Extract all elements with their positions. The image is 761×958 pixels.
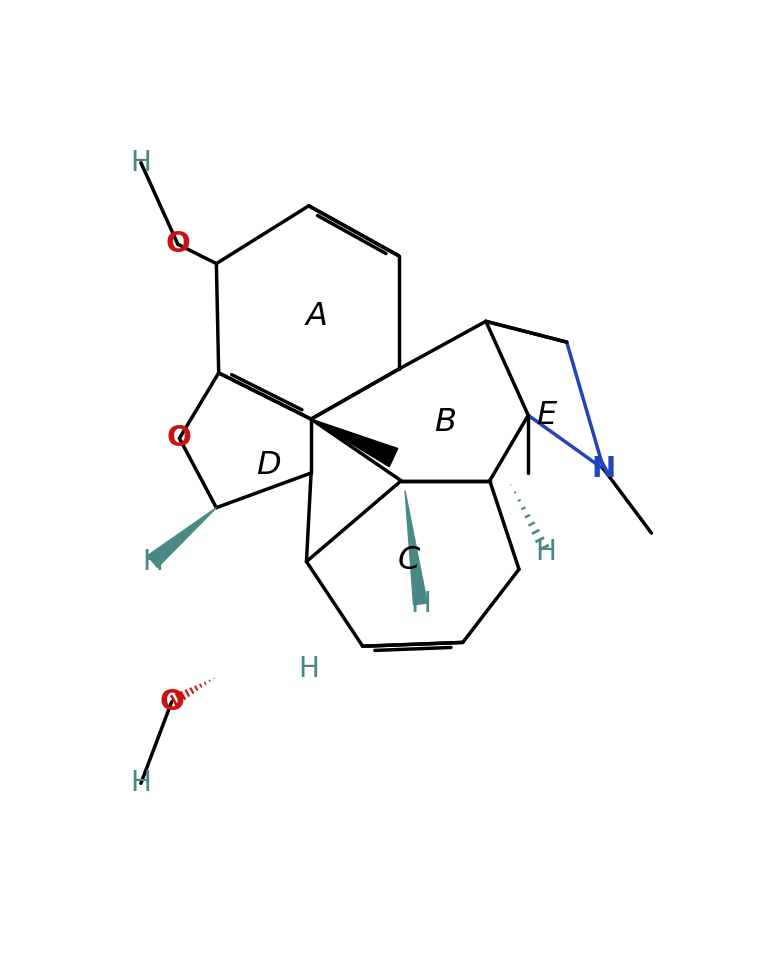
Text: N: N xyxy=(591,455,616,483)
Polygon shape xyxy=(405,490,427,604)
Text: H: H xyxy=(130,148,151,176)
Text: B: B xyxy=(434,407,456,439)
Polygon shape xyxy=(148,508,216,567)
Text: O: O xyxy=(159,688,184,716)
Text: H: H xyxy=(298,655,319,683)
Text: H: H xyxy=(142,548,163,576)
Text: O: O xyxy=(165,230,190,259)
Text: H: H xyxy=(130,769,151,797)
Text: E: E xyxy=(537,399,557,431)
Text: H: H xyxy=(536,537,556,565)
Text: H: H xyxy=(410,590,431,618)
Polygon shape xyxy=(311,419,398,467)
Text: A: A xyxy=(305,301,327,332)
Text: O: O xyxy=(167,424,192,452)
Text: C: C xyxy=(398,544,420,576)
Text: D: D xyxy=(256,450,280,481)
